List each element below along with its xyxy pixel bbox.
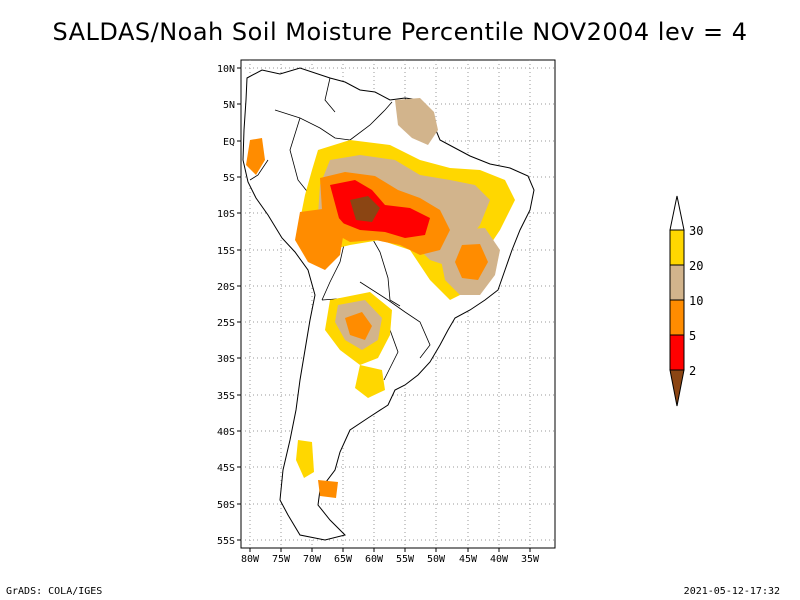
lat-label: 15S: [217, 246, 235, 257]
lat-label: 45S: [217, 463, 235, 474]
lat-label: 10S: [217, 209, 235, 220]
colorbar-label: 2: [689, 364, 696, 378]
colorbar-label: 20: [689, 259, 703, 273]
lat-label: 40S: [217, 427, 235, 438]
lon-label: 65W: [334, 554, 353, 565]
lat-label: EQ: [223, 137, 235, 148]
lon-label: 50W: [427, 554, 446, 565]
colorbar-label: 5: [689, 329, 696, 343]
lat-label: 5N: [223, 100, 235, 111]
plot-frame: [240, 59, 556, 549]
lon-label: 60W: [365, 554, 384, 565]
footer-credit: GrADS: COLA/IGES: [6, 586, 103, 597]
colorbar-label: 30: [689, 224, 703, 238]
colorbar-swatch-20-30: [669, 229, 685, 266]
lat-label: 5S: [223, 173, 235, 184]
soil-moisture-shading: [246, 98, 515, 498]
lat-label: 20S: [217, 282, 235, 293]
lat-label: 50S: [217, 500, 235, 511]
colorbar: [669, 195, 685, 407]
colorbar-top-triangle: [669, 195, 685, 231]
colorbar-swatch-10-20: [669, 264, 685, 301]
lon-label: 35W: [521, 554, 540, 565]
lat-label: 55S: [217, 536, 235, 547]
lon-label: 70W: [303, 554, 322, 565]
lon-label: 80W: [241, 554, 260, 565]
lon-label: 45W: [459, 554, 478, 565]
lat-label: 35S: [217, 391, 235, 402]
south-america-coastline: [242, 67, 535, 541]
lat-label: 30S: [217, 354, 235, 365]
lon-label: 55W: [396, 554, 415, 565]
lat-label: 25S: [217, 318, 235, 329]
colorbar-label: 10: [689, 294, 703, 308]
lat-label: 10N: [217, 64, 235, 75]
axis-ticks: [237, 67, 531, 552]
map-title: SALDAS/Noah Soil Moisture Percentile NOV…: [52, 18, 748, 46]
footer-timestamp: 2021-05-12-17:32: [683, 586, 780, 597]
lon-label: 40W: [490, 554, 509, 565]
colorbar-swatch-5-10: [669, 299, 685, 336]
colorbar-bottom-triangle: [669, 369, 685, 407]
colorbar-swatch-2-5: [669, 334, 685, 371]
lon-label: 75W: [272, 554, 291, 565]
